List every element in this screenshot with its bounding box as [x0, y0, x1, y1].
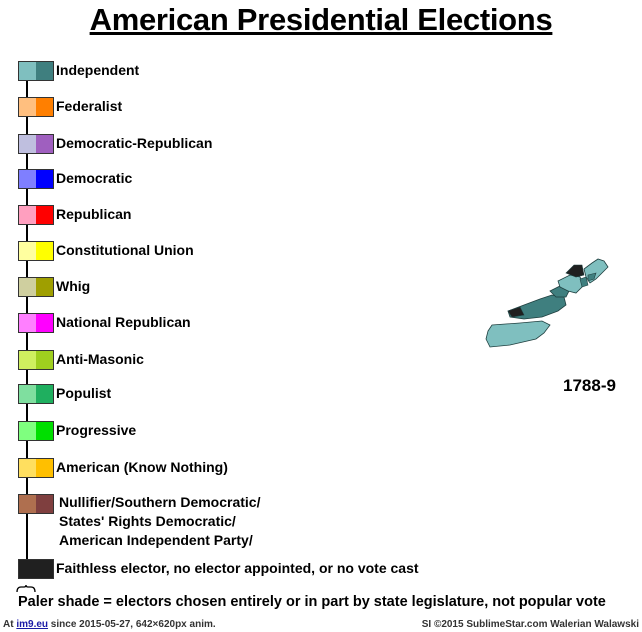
footer-prefix: At [3, 619, 17, 630]
legend-swatch-pale [19, 135, 36, 153]
map-state-nj [579, 276, 589, 288]
legend-swatch-dark [36, 495, 53, 513]
legend-label: Faithless elector, no elector appointed,… [56, 560, 419, 576]
legend-label: Whig [56, 278, 91, 294]
legend-swatch-dark [36, 206, 53, 224]
legend-swatch-pale [19, 351, 36, 369]
legend-swatch-dark [36, 422, 53, 440]
legend-label: Anti-Masonic [56, 351, 144, 367]
legend-swatch-dark [36, 278, 53, 296]
election-year: 1788-9 [563, 376, 616, 395]
legend-swatch-pale [19, 242, 36, 260]
legend-swatch [18, 241, 54, 261]
legend-swatch-pale [19, 62, 36, 80]
legend-label: National Republican [56, 314, 191, 330]
legend-label: Federalist [56, 98, 123, 114]
map-state-newengland [583, 258, 609, 284]
legend-swatch [18, 350, 54, 370]
footer-left: At im9.eu since 2015-05-27, 642×620px an… [3, 617, 216, 632]
legend-swatch-pale [19, 495, 36, 513]
brace-icon [16, 585, 36, 593]
map-state-tn [485, 320, 551, 348]
legend-swatch-pale [19, 170, 36, 188]
legend-swatch-dark [36, 560, 53, 578]
legend-swatch-dark [36, 314, 53, 332]
legend-swatch-pale [19, 206, 36, 224]
legend-swatch-dark [36, 242, 53, 260]
legend-swatch-pale [19, 560, 36, 578]
legend-swatch-dark [36, 459, 53, 477]
footer-suffix: since 2015-05-27, 642×620px anim. [48, 619, 216, 630]
legend-swatch [18, 494, 54, 514]
legend-swatch-dark [36, 351, 53, 369]
legend-label: Democratic [56, 170, 133, 186]
legend-note: Paler shade = electors chosen entirely o… [18, 594, 606, 610]
legend-label: Populist [56, 385, 112, 401]
legend-swatch [18, 559, 54, 579]
legend-swatch-dark [36, 385, 53, 403]
footer-credit: SI ©2015 SublimeStar.com Walerian Walaws… [421, 619, 639, 630]
map-state-nc [507, 306, 525, 318]
legend-label: American (Know Nothing) [56, 459, 228, 475]
legend-swatch-dark [36, 135, 53, 153]
legend-swatch [18, 458, 54, 478]
map-state-ma [587, 272, 597, 282]
legend-swatch-pale [19, 314, 36, 332]
us-map-1788 [485, 258, 609, 348]
legend-swatch [18, 61, 54, 81]
legend-swatch-dark [36, 62, 53, 80]
legend-label: Independent [56, 62, 140, 78]
legend-swatch [18, 313, 54, 333]
legend-swatch-pale [19, 459, 36, 477]
legend-swatch-dark [36, 98, 53, 116]
page-title: American Presidential Elections [89, 2, 553, 37]
legend-label: Nullifier/Southern Democratic/ States' R… [59, 494, 261, 548]
legend-swatch [18, 97, 54, 117]
legend-label: Republican [56, 206, 132, 222]
legend-swatch-pale [19, 98, 36, 116]
legend-swatch [18, 384, 54, 404]
legend-swatch [18, 169, 54, 189]
map-state-ny [565, 264, 585, 278]
legend-label: Progressive [56, 422, 137, 438]
legend-swatch [18, 277, 54, 297]
footer-link[interactable]: im9.eu [16, 619, 49, 630]
legend-label: Constitutional Union [56, 242, 194, 258]
legend-swatch [18, 205, 54, 225]
legend-swatch [18, 421, 54, 441]
legend-swatch-pale [19, 422, 36, 440]
legend-label: Democratic-Republican [56, 135, 213, 151]
legend-swatch-dark [36, 170, 53, 188]
legend-swatch [18, 134, 54, 154]
legend-swatch-pale [19, 278, 36, 296]
legend-swatch-pale [19, 385, 36, 403]
